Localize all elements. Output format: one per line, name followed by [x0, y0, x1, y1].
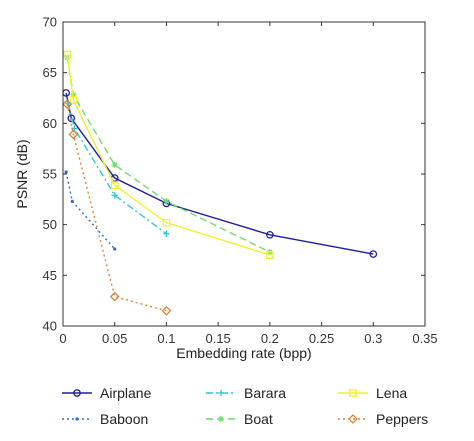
legend-marker-lena: [349, 389, 357, 397]
legend-label-airplane: Airplane: [100, 385, 152, 401]
data-point-lena: [63, 50, 71, 59]
data-point-peppers: [62, 99, 73, 109]
data-point-peppers: [161, 305, 172, 316]
data-point-barara: [111, 192, 118, 199]
plot-area: [62, 50, 378, 316]
data-point-airplane: [266, 230, 274, 239]
x-axis-title: Embedding rate (bpp): [176, 345, 311, 361]
x-tick-label: 0.05: [102, 331, 127, 346]
data-point-baboon: [70, 199, 74, 203]
legend-marker-barara: [217, 389, 225, 397]
legend-label-lena: Lena: [376, 385, 407, 401]
x-tick-label: 0.3: [364, 331, 382, 346]
x-tick-label: 0.1: [157, 331, 175, 346]
legend-label-barara: Barara: [244, 385, 286, 401]
data-point-peppers: [68, 129, 79, 140]
data-point-barara: [71, 125, 78, 132]
x-tick-label: 0.35: [412, 331, 437, 346]
y-tick-label: 70: [43, 15, 57, 30]
legend-marker-boat: [217, 415, 225, 423]
data-point-peppers: [109, 291, 120, 302]
x-tick-label: 0: [59, 331, 66, 346]
data-point-baboon: [113, 247, 117, 251]
data-point-boat: [163, 198, 170, 205]
y-axis-title: PSNR (dB): [14, 139, 30, 208]
y-tick-label: 45: [43, 268, 57, 283]
series-line-airplane: [65, 92, 374, 255]
y-tick-label: 40: [43, 319, 57, 334]
series-line-lena: [66, 54, 271, 256]
legend-label-boat: Boat: [244, 411, 273, 427]
y-tick-label: 60: [43, 116, 57, 131]
x-tick-label: 0.25: [309, 331, 334, 346]
legend: Airplane Baboon Barara Boat Lena Peppers: [62, 385, 428, 427]
y-tick-label: 65: [43, 65, 57, 80]
x-tick-label: 0.2: [261, 331, 279, 346]
legend-marker-airplane: [73, 389, 81, 397]
x-tick-label: 0.15: [205, 331, 230, 346]
series-line-peppers: [66, 103, 167, 312]
data-point-lena: [69, 96, 78, 104]
legend-marker-peppers: [348, 414, 358, 424]
legend-marker-baboon: [75, 417, 79, 421]
data-point-airplane: [369, 250, 378, 258]
y-tick-label: 50: [43, 217, 57, 232]
data-point-lena: [162, 218, 171, 227]
data-point-airplane: [67, 114, 76, 123]
legend-label-peppers: Peppers: [376, 411, 428, 427]
data-point-barara: [163, 230, 170, 237]
data-point-lena: [266, 251, 274, 259]
series-line-barara: [67, 102, 167, 235]
data-point-baboon: [64, 170, 68, 174]
data-point-lena: [110, 181, 119, 189]
legend-label-baboon: Baboon: [100, 411, 148, 427]
axes: 0 0.05 0.1 0.15 0.2 0.25 0.3 0.35 40 45 50 55 60 65 70…: [14, 15, 438, 362]
y-tick-label: 55: [43, 167, 57, 182]
plot-frame: [62, 21, 426, 327]
data-point-boat: [111, 161, 118, 169]
